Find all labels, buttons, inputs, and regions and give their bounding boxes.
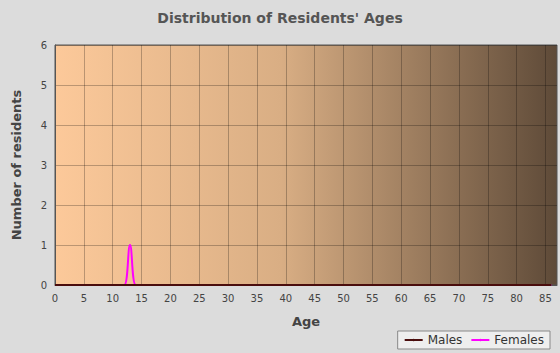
svg-text:45: 45	[308, 293, 321, 304]
svg-text:Females: Females	[494, 333, 544, 347]
svg-text:20: 20	[164, 293, 177, 304]
svg-text:0: 0	[41, 280, 47, 291]
svg-text:0: 0	[52, 293, 58, 304]
svg-text:50: 50	[337, 293, 350, 304]
svg-text:15: 15	[135, 293, 148, 304]
svg-text:4: 4	[41, 120, 47, 131]
svg-text:5: 5	[81, 293, 87, 304]
svg-text:6: 6	[41, 40, 47, 51]
svg-text:85: 85	[539, 293, 552, 304]
svg-text:60: 60	[395, 293, 408, 304]
svg-text:55: 55	[366, 293, 379, 304]
svg-text:3: 3	[41, 160, 47, 171]
svg-text:Distribution of Residents' Age: Distribution of Residents' Ages	[157, 10, 402, 26]
svg-text:1: 1	[41, 240, 47, 251]
svg-text:10: 10	[106, 293, 119, 304]
svg-text:Males: Males	[428, 333, 463, 347]
svg-text:5: 5	[41, 80, 47, 91]
svg-text:Number of residents: Number of residents	[9, 89, 24, 240]
svg-text:Age: Age	[292, 314, 320, 329]
svg-text:70: 70	[453, 293, 466, 304]
svg-text:75: 75	[481, 293, 494, 304]
svg-text:80: 80	[510, 293, 523, 304]
svg-text:65: 65	[424, 293, 437, 304]
svg-text:30: 30	[222, 293, 235, 304]
svg-text:40: 40	[279, 293, 292, 304]
svg-text:2: 2	[41, 200, 47, 211]
svg-text:35: 35	[251, 293, 264, 304]
svg-text:25: 25	[193, 293, 206, 304]
